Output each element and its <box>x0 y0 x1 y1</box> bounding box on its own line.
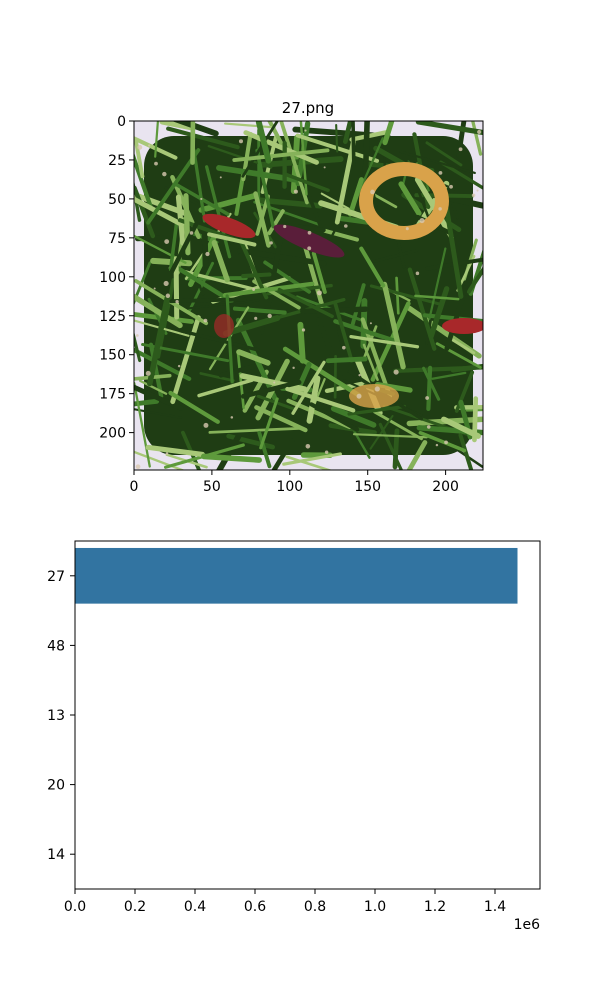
image-x-tick-label: 50 <box>203 479 221 495</box>
bar-series <box>75 547 518 604</box>
image-y-tick-label: 0 <box>117 114 126 130</box>
x-axis: 0.0 0.2 0.4 0.6 0.8 1.0 1.2 1.4 <box>64 889 506 915</box>
x-tick-label: 1.2 <box>424 899 446 915</box>
food-photo <box>134 121 483 470</box>
image-panel: 27.png 0 50 100 150 200 0 25 50 75 100 125 150 175 2… <box>99 99 484 495</box>
x-tick-label: 0.2 <box>124 899 146 915</box>
x-tick-label: 0.0 <box>64 899 86 915</box>
image-frame <box>133 120 484 471</box>
y-tick-label: 48 <box>47 638 65 654</box>
x-tick-label: 0.4 <box>184 899 206 915</box>
image-x-tick-label: 200 <box>432 479 459 495</box>
image-x-axis: 0 50 100 150 200 <box>130 470 459 495</box>
image-y-tick-label: 25 <box>108 153 126 169</box>
image-y-tick-label: 75 <box>108 231 126 247</box>
y-axis: 27 48 13 20 14 <box>47 569 75 863</box>
x-tick-label: 1.4 <box>484 899 506 915</box>
y-tick-label: 14 <box>47 847 65 863</box>
x-scale-label: 1e6 <box>514 917 541 933</box>
image-y-axis: 0 25 50 75 100 125 150 175 200 <box>99 114 134 442</box>
image-y-tick-label: 125 <box>99 309 126 325</box>
y-tick-label: 20 <box>47 778 65 794</box>
y-tick-label: 27 <box>47 569 65 585</box>
image-x-tick-label: 150 <box>354 479 381 495</box>
bar-chart: 27 48 13 20 14 0.0 0.2 0.4 0.6 0.8 1.0 1.2 1.4 1e6 <box>47 540 541 933</box>
image-y-tick-label: 100 <box>99 270 126 286</box>
x-tick-label: 0.8 <box>304 899 326 915</box>
x-tick-label: 1.0 <box>364 899 386 915</box>
image-y-tick-label: 175 <box>99 387 126 403</box>
x-tick-label: 0.6 <box>244 899 266 915</box>
image-x-tick-label: 100 <box>276 479 303 495</box>
image-y-tick-label: 150 <box>99 348 126 364</box>
image-x-tick-label: 0 <box>130 479 139 495</box>
image-y-tick-label: 50 <box>108 192 126 208</box>
y-tick-label: 13 <box>47 708 65 724</box>
image-y-tick-label: 200 <box>99 426 126 442</box>
bar-27 <box>75 547 518 604</box>
image-title: 27.png <box>282 99 334 117</box>
